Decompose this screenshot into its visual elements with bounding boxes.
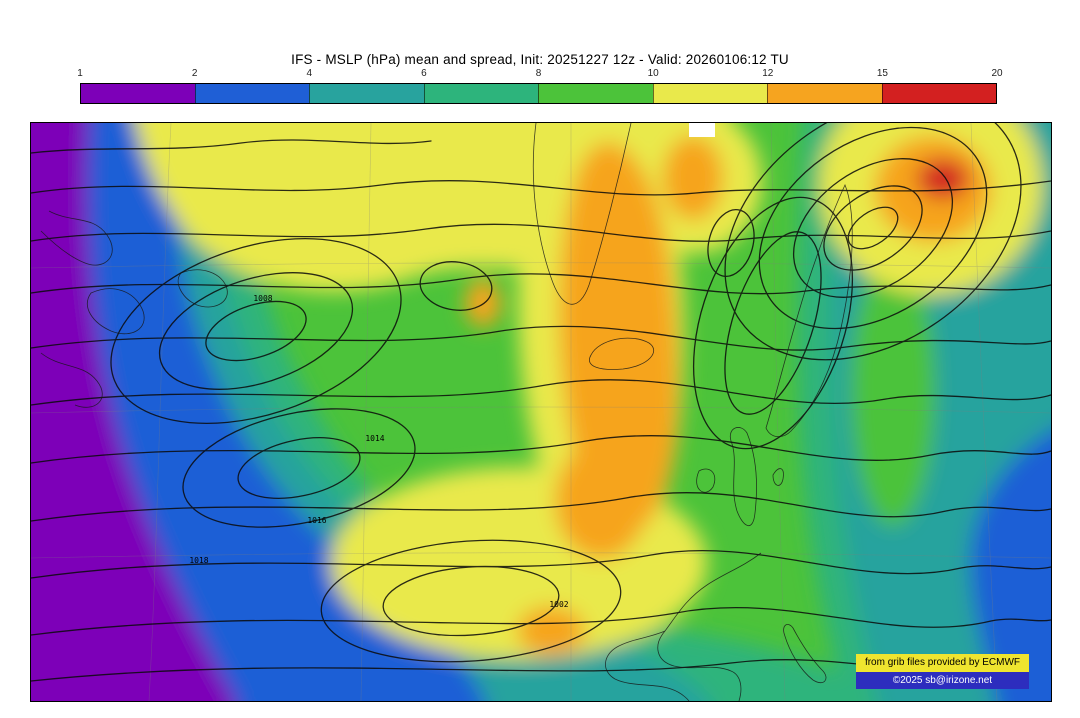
colorbar-segment	[423, 84, 538, 103]
colorbar-tick-label: 6	[421, 68, 427, 79]
contour-labels: 1008 1014 1016 1018 1002	[189, 294, 568, 609]
map-attribution: from grib files provided by ECMWF ©2025 …	[855, 654, 1029, 689]
isobar-value-label: 1002	[549, 600, 568, 609]
colorbar-segment	[767, 84, 882, 103]
isobar-value-label: 1016	[307, 516, 326, 525]
colorbar-tick-label: 12	[762, 68, 774, 79]
colorbar-segment	[309, 84, 424, 103]
colorbar: 1 2 4 6 8 10 12 15 20	[77, 68, 1003, 104]
isobar-value-label: 1014	[365, 434, 384, 443]
colorbar-tick-label: 20	[991, 68, 1003, 79]
colorbar-tick-label: 8	[535, 68, 542, 79]
colorbar-segment	[194, 84, 309, 103]
coastline-layer	[40, 123, 853, 701]
isobar-value-label: 1008	[253, 294, 272, 303]
colorbar-tick-label: 4	[306, 68, 313, 79]
map-top-notch	[689, 123, 715, 137]
spread-fill-layer	[31, 123, 1051, 701]
colorbar-tick-label: 1	[77, 68, 83, 79]
weather-map: 1008 1014 1016 1018 1002	[31, 123, 1051, 701]
attribution-line1: from grib files provided by ECMWF	[855, 654, 1029, 672]
colorbar-tick-label: 10	[647, 68, 659, 79]
isobar-value-label: 1018	[189, 556, 208, 565]
colorbar-tick-label: 2	[191, 68, 198, 79]
colorbar-segments	[80, 83, 997, 104]
colorbar-segment	[81, 84, 195, 103]
colorbar-labels: 1 2 4 6 8 10 12 15 20	[77, 68, 1002, 83]
map-area: 1008 1014 1016 1018 1002 from grib files pro…	[30, 122, 1052, 702]
colorbar-segment	[538, 84, 653, 103]
colorbar-segment	[652, 84, 767, 103]
colorbar-segment	[881, 84, 996, 103]
page-title: IFS - MSLP (hPa) mean and spread, Init: …	[291, 52, 789, 67]
attribution-line2: ©2025 sb@irizone.net	[855, 671, 1029, 689]
colorbar-tick-label: 15	[876, 68, 888, 79]
